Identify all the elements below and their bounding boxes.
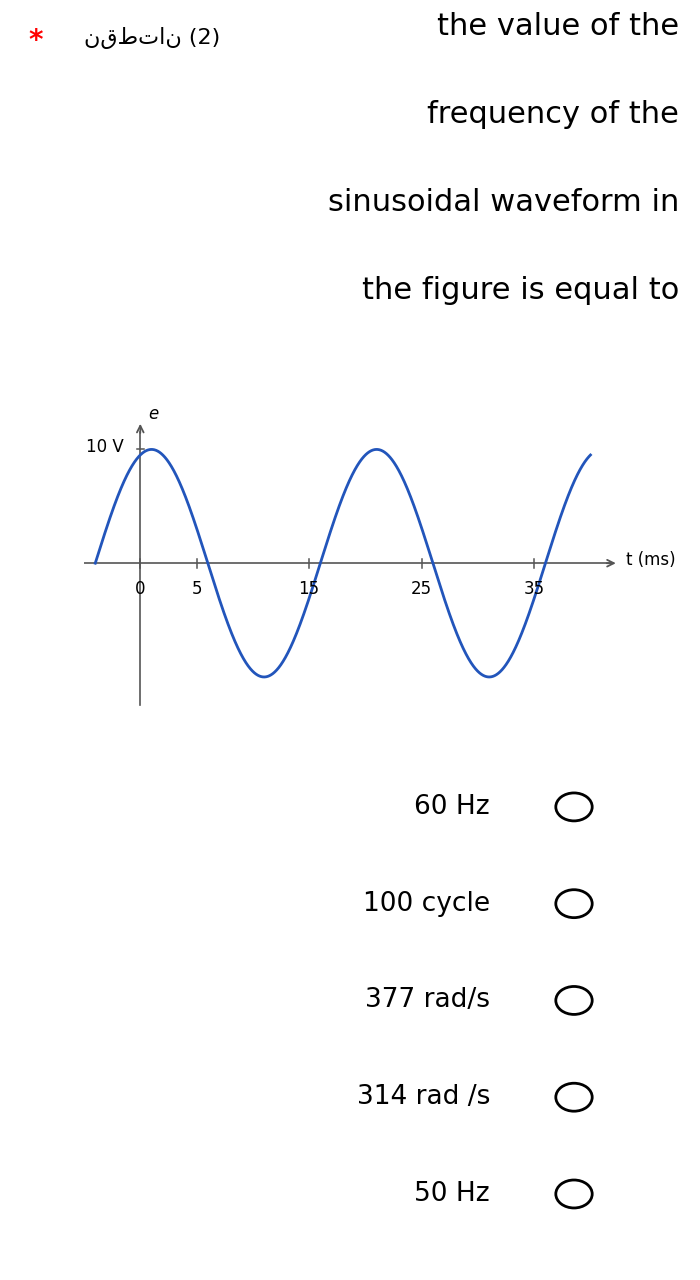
Text: *: * <box>28 27 43 55</box>
Text: 377 rad/s: 377 rad/s <box>365 987 490 1014</box>
Text: نقطتان (2): نقطتان (2) <box>84 27 220 49</box>
Text: sinusoidal waveform in: sinusoidal waveform in <box>328 188 679 218</box>
Text: 10 V: 10 V <box>85 438 123 456</box>
Text: 100 cycle: 100 cycle <box>363 891 490 916</box>
Text: 60 Hz: 60 Hz <box>414 794 490 820</box>
Text: 50 Hz: 50 Hz <box>414 1181 490 1207</box>
Text: 35: 35 <box>524 580 545 598</box>
Text: 25: 25 <box>411 580 432 598</box>
Text: 0: 0 <box>135 580 146 598</box>
Text: 5: 5 <box>191 580 202 598</box>
Text: frequency of the: frequency of the <box>427 100 679 129</box>
Text: the value of the: the value of the <box>437 12 679 41</box>
Text: t (ms): t (ms) <box>626 550 676 568</box>
Text: the figure is equal to: the figure is equal to <box>362 276 679 306</box>
Text: 314 rad /s: 314 rad /s <box>356 1084 490 1110</box>
Text: 15: 15 <box>298 580 320 598</box>
Text: e: e <box>148 406 158 424</box>
